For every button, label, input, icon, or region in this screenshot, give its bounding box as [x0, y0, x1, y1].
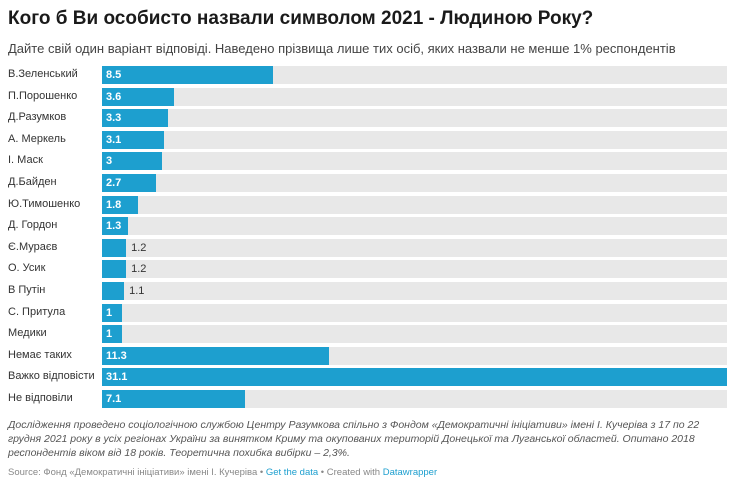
bar: [102, 260, 127, 279]
chart-footer: Source: Фонд «Демократичні ініціативи» і…: [8, 467, 437, 478]
value-label: 11.3: [106, 349, 127, 362]
bar: [102, 346, 330, 365]
category-label: Д.Байден: [8, 176, 57, 188]
bar: [102, 87, 175, 106]
value-label: 1.2: [131, 263, 147, 276]
bar-row: В.Зеленський 8.5: [0, 64, 737, 85]
value-label: 7.1: [106, 393, 122, 405]
category-label: С. Притула: [8, 305, 66, 318]
bar: [102, 195, 139, 214]
chart-notes: Дослідження проведено соціологічною служ…: [8, 419, 700, 459]
footer-separator: •: [257, 467, 266, 478]
category-label: Не відповіли: [8, 392, 73, 404]
bar: [102, 282, 125, 300]
value-label: 2.7: [106, 177, 122, 189]
bar-track: [102, 260, 727, 279]
bar-row: Немає таких 11.3: [0, 345, 737, 366]
value-label: 1.8: [106, 198, 122, 211]
bar: [102, 109, 169, 128]
value-label: 3: [106, 155, 113, 168]
category-label: І. Маск: [8, 154, 43, 167]
category-label: О. Усик: [8, 262, 46, 275]
bar: [102, 390, 245, 408]
source-text: Source: Фонд «Демократичні ініціативи» і…: [8, 467, 258, 478]
bar: [102, 66, 273, 84]
bar-track: [102, 303, 727, 322]
bar-track: [102, 325, 727, 344]
bar: [102, 174, 157, 192]
bar-row: Д.Байден 2.7: [0, 172, 737, 193]
bar-row: І. Маск 3: [0, 150, 737, 171]
get-the-data-link[interactable]: Get the data: [265, 467, 319, 478]
bar-track: [102, 87, 727, 106]
bar-track: [102, 130, 727, 149]
bar-chart: В.Зеленський 8.5 П.Порошенко 3.6 Д.Разумков 3…: [0, 64, 737, 410]
bar-track: [102, 174, 727, 192]
category-label: Немає таких: [8, 348, 72, 361]
bar-track: [102, 282, 727, 300]
bar-track: [102, 238, 727, 257]
category-label: В.Зеленський: [8, 68, 78, 80]
bar-track: [102, 217, 727, 236]
category-label: Ю.Тимошенко: [8, 197, 81, 210]
category-label: Важко відповісти: [8, 370, 95, 383]
bar: [102, 303, 123, 322]
bar-row: В Путін 1.1: [0, 280, 737, 301]
category-label: А. Меркель: [8, 132, 66, 145]
value-label: 3.1: [106, 133, 122, 146]
bar: [102, 325, 123, 344]
bar: [102, 238, 127, 257]
value-label: 1.3: [106, 220, 122, 233]
value-label: 1: [106, 328, 113, 341]
bar-row: Д. Гордон 1.3: [0, 215, 737, 236]
category-label: Д. Гордон: [8, 219, 58, 232]
bar-row: Медики 1: [0, 323, 737, 344]
bar-row: Є.Мураєв 1.2: [0, 237, 737, 258]
category-label: П.Порошенко: [8, 89, 78, 102]
bar-track: [102, 195, 727, 214]
bar-row: Ю.Тимошенко 1.8: [0, 194, 737, 215]
bar-row: А. Меркель 3.1: [0, 129, 737, 150]
category-label: Є.Мураєв: [8, 240, 58, 253]
value-label: 1.1: [129, 285, 145, 297]
category-label: Медики: [8, 327, 47, 340]
bar-row: Не відповіли 7.1: [0, 388, 737, 409]
bar: [102, 152, 163, 171]
chart-subtitle: Дайте свій один варіант відповіді. Навед…: [8, 41, 676, 56]
bar-track: [102, 152, 727, 171]
bar-track: [102, 390, 727, 408]
bar-row: О. Усик 1.2: [0, 258, 737, 279]
bar-row: Важко відповісти 31.1: [0, 366, 737, 387]
category-label: В Путін: [8, 284, 46, 296]
bar: [102, 217, 129, 236]
value-label: 31.1: [106, 371, 128, 384]
bar: [102, 130, 165, 149]
category-label: Д.Разумков: [8, 111, 67, 124]
bar: [102, 368, 727, 387]
datawrapper-link[interactable]: Datawrapper: [382, 467, 438, 478]
value-label: 8.5: [106, 69, 122, 81]
chart-title: Кого б Ви особисто назвали символом 2021…: [8, 8, 594, 29]
value-label: 3.3: [106, 112, 122, 125]
value-label: 3.6: [106, 90, 122, 103]
created-with-text: • Created with: [318, 467, 383, 478]
value-label: 1: [106, 306, 113, 319]
bar-row: С. Притула 1: [0, 302, 737, 323]
value-label: 1.2: [131, 241, 147, 254]
bar-track: [102, 109, 727, 128]
bar-row: П.Порошенко 3.6: [0, 86, 737, 107]
bar-row: Д.Разумков 3.3: [0, 107, 737, 128]
